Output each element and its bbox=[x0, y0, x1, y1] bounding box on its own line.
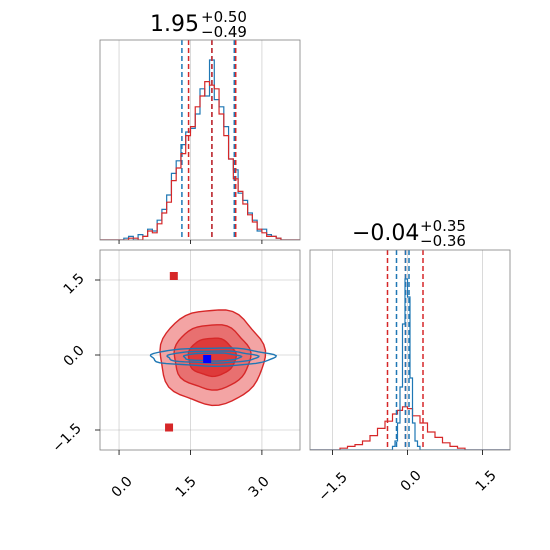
histogram-step bbox=[100, 81, 300, 240]
axes-frame bbox=[309, 249, 511, 451]
title-upper-1: +0.50 bbox=[201, 8, 247, 26]
contour-blue bbox=[182, 352, 243, 362]
title-lower-2: −0.36 bbox=[420, 232, 466, 250]
plot-area bbox=[100, 250, 300, 450]
title-value-2: −0.04 bbox=[352, 221, 419, 246]
title-lower-1: −0.49 bbox=[201, 23, 247, 41]
title-bottom-right: −0.04 +0.35 −0.36 bbox=[352, 217, 466, 250]
x-tick-label: 1.5 bbox=[173, 474, 200, 501]
plot-area bbox=[100, 40, 300, 240]
x-tick-label: 0.0 bbox=[109, 474, 136, 501]
x-tick-label: 3.0 bbox=[246, 474, 273, 501]
marker-point bbox=[165, 423, 174, 432]
title-top-left: 1.95 +0.50 −0.49 bbox=[150, 8, 247, 41]
histogram-step bbox=[100, 59, 300, 240]
title-value-1: 1.95 bbox=[150, 12, 199, 37]
y-tick-label: 1.5 bbox=[61, 271, 88, 298]
x-tick-labels-bottom-right: −1.5 0.0 1.5 bbox=[315, 468, 499, 505]
marker-point bbox=[203, 355, 212, 363]
contour-blue bbox=[166, 350, 260, 364]
y-tick-label: 0.0 bbox=[61, 343, 88, 370]
histogram-step bbox=[310, 278, 510, 450]
x-tick-label: 1.5 bbox=[473, 468, 500, 495]
contour-red bbox=[187, 337, 238, 378]
title-upper-2: +0.35 bbox=[420, 217, 466, 235]
contour-blue bbox=[149, 347, 278, 368]
panel-bottom-left-contour bbox=[95, 249, 301, 455]
histogram-step bbox=[310, 406, 510, 450]
axes-frame bbox=[99, 249, 301, 451]
plot-area bbox=[310, 250, 510, 450]
marker-point bbox=[169, 272, 178, 280]
y-tick-labels-bottom-left: 1.5 0.0 −1.5 bbox=[49, 271, 87, 456]
x-tick-label: 0.0 bbox=[398, 468, 425, 495]
x-tick-label: −1.5 bbox=[315, 469, 350, 504]
x-tick-labels-bottom-left: 0.0 1.5 3.0 bbox=[109, 474, 273, 501]
y-tick-label: −1.5 bbox=[49, 420, 84, 455]
axes-frame bbox=[99, 39, 301, 241]
panel-top-left-histogram bbox=[99, 39, 301, 244]
panel-bottom-right-histogram bbox=[309, 249, 511, 455]
